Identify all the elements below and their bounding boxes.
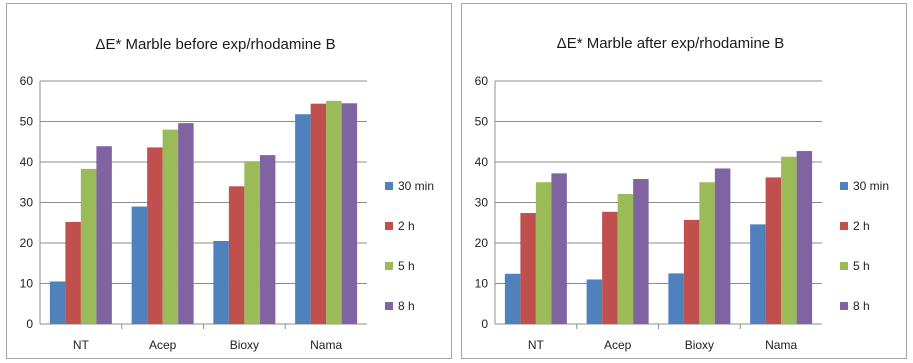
- bar: [668, 273, 684, 324]
- chart-title: ΔE* Marble after exp/rhodamine B: [557, 35, 785, 52]
- y-tick-label: 40: [20, 155, 34, 169]
- bar: [178, 123, 194, 325]
- legend-swatch: [840, 182, 848, 190]
- y-tick-label: 0: [481, 317, 488, 331]
- x-tick-label: NT: [528, 338, 545, 352]
- bar: [244, 161, 260, 324]
- bar: [295, 114, 311, 325]
- bar: [213, 240, 229, 324]
- bar: [147, 147, 163, 324]
- legend-label: 5 h: [853, 259, 870, 273]
- bar: [683, 219, 700, 324]
- chart-svg: ΔE* Marble after exp/rhodamine B 0 10 20 30 4…: [475, 35, 889, 352]
- legend-label: 30 min: [853, 179, 889, 193]
- bar: [617, 193, 634, 324]
- bar: [310, 103, 327, 325]
- chart-svg: ΔE* Marble before exp/rhodamine B 0 10 20 30…: [20, 36, 434, 352]
- y-tick-label: 50: [475, 115, 489, 129]
- y-tick-label: 30: [20, 196, 34, 210]
- x-tick-label: Bioxy: [230, 338, 259, 352]
- y-tick-label: 20: [20, 236, 34, 250]
- legend-label: 8 h: [853, 299, 870, 313]
- legend-swatch: [385, 262, 393, 270]
- y-tick-label: 0: [26, 317, 33, 331]
- bar: [162, 129, 179, 324]
- bar: [781, 156, 797, 324]
- bar: [228, 186, 245, 324]
- y-tick-label: 20: [475, 236, 489, 250]
- bar: [259, 155, 276, 324]
- legend-label: 2 h: [398, 219, 415, 233]
- bar: [765, 177, 782, 324]
- bar: [131, 206, 148, 324]
- legend-label: 5 h: [398, 259, 415, 273]
- x-tick-label: NT: [73, 338, 90, 352]
- legend-label: 2 h: [853, 219, 870, 233]
- legend-swatch: [385, 222, 393, 230]
- x-tick-label: Bioxy: [685, 338, 714, 352]
- legend-swatch: [840, 302, 848, 310]
- bar: [96, 146, 112, 324]
- y-tick-label: 10: [475, 277, 489, 291]
- bar: [49, 281, 66, 324]
- legend-label: 30 min: [398, 179, 434, 193]
- bar: [551, 173, 567, 324]
- bar: [65, 221, 81, 324]
- x-tick-label: Nama: [310, 338, 342, 352]
- bar: [699, 182, 715, 324]
- legend-swatch: [385, 182, 393, 190]
- x-tick-label: Nama: [765, 338, 797, 352]
- bar: [341, 103, 358, 325]
- bar: [504, 273, 521, 324]
- bar: [750, 224, 766, 324]
- legend-swatch: [385, 302, 393, 310]
- bar: [80, 168, 97, 324]
- chart-title: ΔE* Marble before exp/rhodamine B: [95, 36, 335, 53]
- y-tick-label: 50: [20, 115, 34, 129]
- y-tick-label: 60: [20, 74, 34, 88]
- bar: [633, 179, 649, 324]
- bar: [326, 100, 342, 324]
- legend-swatch: [840, 262, 848, 270]
- y-tick-label: 30: [475, 196, 489, 210]
- bar: [796, 151, 813, 324]
- y-tick-label: 40: [475, 155, 489, 169]
- bar: [602, 211, 618, 324]
- legend-swatch: [840, 222, 848, 230]
- chart-before-exposure: ΔE* Marble before exp/rhodamine B 0 10 20 30…: [6, 3, 452, 359]
- y-tick-label: 60: [475, 74, 489, 88]
- x-tick-label: Acep: [604, 338, 632, 352]
- chart-after-exposure: ΔE* Marble after exp/rhodamine B 0 10 20 30 4…: [461, 3, 907, 359]
- y-tick-label: 10: [20, 277, 34, 291]
- legend-label: 8 h: [398, 299, 415, 313]
- bar: [520, 213, 536, 324]
- bar: [535, 182, 552, 324]
- bar: [586, 279, 603, 324]
- bar: [714, 168, 731, 324]
- x-tick-label: Acep: [149, 338, 177, 352]
